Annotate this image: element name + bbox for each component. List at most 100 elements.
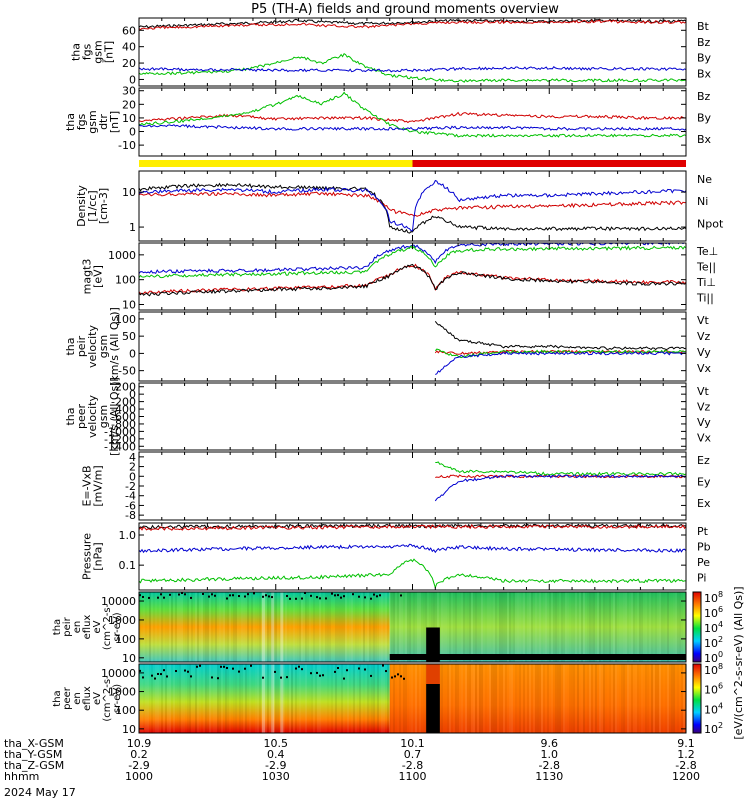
ylabel-peir_en_eflux: tha	[52, 619, 63, 635]
heatmap-texture	[647, 664, 649, 733]
heatmap-texture	[221, 592, 223, 662]
heatmap-texture	[457, 592, 459, 662]
heatmap-texture	[441, 664, 443, 733]
heatmap-speckle	[358, 667, 360, 670]
xaxis-row-value: -2.9	[128, 759, 149, 772]
heatmap-texture	[303, 664, 305, 733]
legend-pressure-Pt: Pt	[697, 525, 709, 538]
ytick-label-fgs_gsm: 20	[122, 57, 136, 70]
legend-temperature-Ti⊥: Ti⊥	[696, 276, 716, 289]
ytick-label-peir_en_eflux: 1000	[108, 614, 136, 627]
heatmap-texture	[449, 664, 451, 733]
heatmap-texture	[317, 592, 319, 662]
heatmap-texture	[271, 592, 273, 662]
xaxis-row-value: 10.1	[400, 737, 425, 750]
ytick-label-peer_velocity: -1200	[104, 433, 136, 446]
heatmap-texture	[509, 664, 511, 733]
heatmap-texture	[537, 664, 539, 733]
xaxis-row-value: 1130	[535, 770, 563, 783]
heatmap-texture	[445, 664, 447, 733]
heatmap-texture	[571, 592, 573, 662]
legend-fgs_gsm_detrended-Bx: Bx	[697, 133, 712, 146]
heatmap-texture	[663, 592, 665, 662]
heatmap-texture	[585, 664, 587, 733]
ylabel-peer_en_eflux: sr-eV)	[112, 684, 123, 713]
heatmap-texture	[459, 664, 461, 733]
heatmap-speckle	[157, 596, 159, 599]
heatmap-texture	[465, 664, 467, 733]
heatmap-texture	[191, 592, 193, 662]
heatmap-texture	[497, 592, 499, 662]
heatmap-texture	[421, 664, 423, 733]
heatmap-texture	[403, 664, 405, 733]
heatmap-texture	[413, 592, 415, 662]
heatmap-texture	[349, 592, 351, 662]
heatmap-speckle	[139, 669, 141, 672]
heatmap-texture	[259, 592, 261, 662]
heatmap-texture	[179, 664, 181, 733]
heatmap-texture	[371, 664, 373, 733]
series-temperature-Te||	[139, 263, 686, 297]
heatmap-texture	[643, 592, 645, 662]
heatmap-speckle	[310, 594, 312, 597]
heatmap-texture	[235, 592, 237, 662]
heatmap-speckle	[325, 597, 327, 600]
heatmap-texture	[225, 664, 227, 733]
ytick-label-temperature: 10	[122, 298, 136, 311]
legend-peer_velocity-Vx: Vx	[697, 432, 712, 445]
heatmap-texture	[265, 664, 267, 733]
heatmap-texture	[391, 592, 393, 662]
heatmap-texture	[223, 664, 225, 733]
ytick-label-peer_velocity: -1400	[104, 440, 136, 453]
heatmap-texture	[491, 664, 493, 733]
heatmap-texture	[407, 664, 409, 733]
ytick-label-pressure: 0.1	[119, 559, 137, 572]
heatmap-texture	[651, 664, 653, 733]
ytick-label-fgs_gsm_detrended: 20	[122, 98, 136, 111]
heatmap-speckle	[190, 596, 192, 599]
heatmap-texture	[325, 664, 327, 733]
heatmap-texture	[155, 664, 157, 733]
heatmap-texture	[311, 592, 313, 662]
ytick-label-efield: 0	[129, 470, 136, 483]
heatmap-speckle	[226, 666, 228, 669]
heatmap-speckle	[337, 594, 339, 597]
heatmap-texture	[335, 592, 337, 662]
heatmap-texture	[149, 592, 151, 662]
heatmap-texture	[557, 664, 559, 733]
heatmap-texture	[293, 664, 295, 733]
heatmap-texture	[451, 664, 453, 733]
heatmap-texture	[373, 592, 375, 662]
heatmap-texture	[565, 592, 567, 662]
ytick-label-peer_en_eflux: 10000	[101, 667, 136, 680]
legend-pressure-Pb: Pb	[697, 541, 711, 554]
heatmap-texture	[485, 592, 487, 662]
heatmap-texture	[659, 664, 661, 733]
colorbar-tick-exp: 2	[718, 721, 723, 730]
heatmap-texture	[339, 664, 341, 733]
heatmap-texture	[379, 592, 381, 662]
heatmap-texture	[241, 664, 243, 733]
heatmap-texture	[517, 664, 519, 733]
heatmap-texture	[319, 664, 321, 733]
heatmap-texture	[219, 664, 221, 733]
heatmap-texture	[205, 664, 207, 733]
heatmap-texture	[361, 592, 363, 662]
ytick-label-peir_en_eflux: 10000	[101, 595, 136, 608]
heatmap-texture	[671, 664, 673, 733]
heatmap-texture	[631, 664, 633, 733]
heatmap-texture	[371, 592, 373, 662]
heatmap-texture	[157, 592, 159, 662]
heatmap-texture	[457, 664, 459, 733]
heatmap-texture	[677, 592, 679, 662]
heatmap-texture	[617, 592, 619, 662]
heatmap-texture	[657, 664, 659, 733]
heatmap-speckle	[400, 594, 402, 597]
heatmap-texture	[577, 664, 579, 733]
heatmap-texture	[513, 664, 515, 733]
series-efield-Ex	[434, 474, 686, 502]
heatmap-texture	[481, 664, 483, 733]
ylabel-pressure: [nPa]	[92, 542, 105, 570]
heatmap-texture	[311, 664, 313, 733]
heatmap-texture	[231, 592, 233, 662]
